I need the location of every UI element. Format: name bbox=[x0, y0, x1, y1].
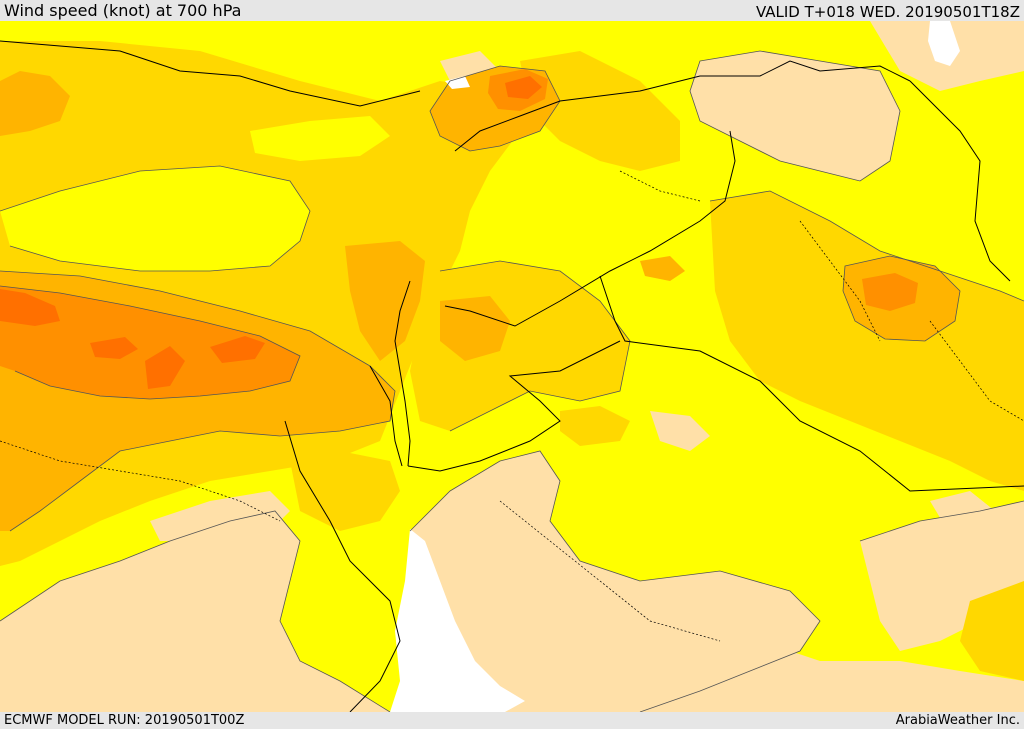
fill-calm-egypt bbox=[0, 511, 390, 712]
fill-fresh-spot-a bbox=[640, 256, 685, 281]
wind-speed-map bbox=[0, 21, 1024, 712]
fill-calm-gulf-spot bbox=[930, 491, 995, 531]
model-run: ECMWF MODEL RUN: 20190501T00Z bbox=[4, 713, 245, 728]
fill-strong-libya bbox=[0, 286, 300, 399]
country-borders bbox=[0, 40, 1024, 712]
map-title: Wind speed (knot) at 700 hPa bbox=[4, 1, 242, 20]
fill-light-cyprus-area bbox=[250, 116, 390, 161]
fill-moderate-turkey bbox=[520, 51, 680, 171]
contour-lines bbox=[0, 50, 1024, 712]
fill-calm-jordan-spot bbox=[650, 411, 710, 451]
caspian-white bbox=[928, 21, 960, 66]
fill-calm-iran bbox=[690, 51, 900, 181]
fill-calm-sinai-south bbox=[150, 491, 290, 541]
fill-very-strong-5 bbox=[505, 76, 542, 99]
red-sea bbox=[390, 529, 525, 712]
map-canvas bbox=[0, 21, 1024, 712]
fill-very-strong-2 bbox=[90, 337, 138, 359]
footer-bar: ECMWF MODEL RUN: 20190501T00Z ArabiaWeat… bbox=[0, 712, 1024, 729]
credit-text: ArabiaWeather Inc. bbox=[895, 713, 1020, 728]
fill-moderate-iraq bbox=[710, 191, 1024, 491]
fill-calm-arabia-south bbox=[560, 611, 1024, 712]
fill-fresh-northwest bbox=[0, 71, 70, 136]
fill-strong-iraq bbox=[862, 273, 918, 311]
fill-very-strong-3 bbox=[145, 346, 185, 389]
fill-very-strong-4 bbox=[210, 336, 265, 363]
province-borders bbox=[0, 170, 1024, 642]
fill-fresh-jordan bbox=[440, 296, 510, 361]
fill-moderate-jordan bbox=[560, 406, 630, 446]
valid-time: VALID T+018 WED. 20190501T18Z bbox=[755, 3, 1020, 21]
fill-moderate-east-arabia bbox=[960, 581, 1024, 681]
header-bar: Wind speed (knot) at 700 hPa VALID T+018… bbox=[0, 0, 1024, 21]
fill-fresh-levant-coast bbox=[345, 241, 425, 361]
lake-white bbox=[445, 76, 470, 89]
fill-moderate-sinai bbox=[290, 451, 400, 531]
fill-light-mediterranean bbox=[0, 166, 310, 271]
fill-very-strong-1 bbox=[0, 289, 60, 326]
